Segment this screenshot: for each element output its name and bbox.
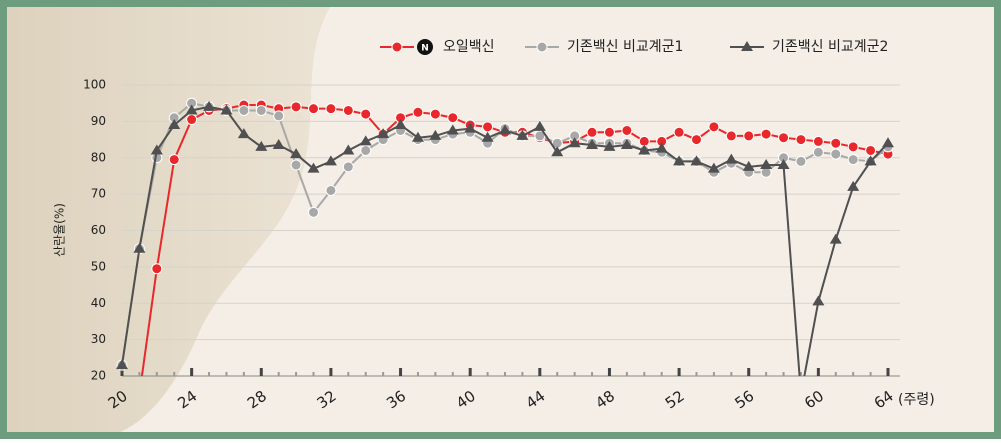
point <box>326 185 336 195</box>
point <box>796 135 806 145</box>
point <box>622 125 632 135</box>
y-tick-label: 40 <box>91 296 106 310</box>
y-tick-label: 100 <box>83 78 106 92</box>
point <box>587 127 597 137</box>
y-tick-label: 20 <box>91 369 106 383</box>
y-tick-label: 90 <box>91 114 106 128</box>
point <box>169 155 179 165</box>
point <box>831 138 841 148</box>
point <box>256 105 266 115</box>
point <box>744 131 754 141</box>
legend-label: 기존백신 비교계군1 <box>567 39 683 55</box>
point <box>709 122 719 132</box>
point <box>483 122 493 132</box>
y-tick-label: 80 <box>91 150 106 164</box>
legend-label: 기존백신 비교계군2 <box>772 39 888 55</box>
point <box>239 105 249 115</box>
point <box>848 155 858 165</box>
y-tick-label: 60 <box>91 223 106 237</box>
point <box>152 264 162 274</box>
point <box>866 145 876 155</box>
point <box>309 207 319 217</box>
point <box>813 147 823 157</box>
point <box>309 104 319 114</box>
y-tick-label: 70 <box>91 187 106 201</box>
point <box>291 102 301 112</box>
point <box>343 162 353 172</box>
point <box>761 129 771 139</box>
point <box>448 113 458 123</box>
point <box>813 136 823 146</box>
point <box>674 127 684 137</box>
point <box>848 142 858 152</box>
legend-label: 오일백신 <box>443 39 495 55</box>
chart: 산란율(%) (주령) N 오일백신 기존백신 비교계군1 기존백신 비교계군2 2… <box>0 0 1001 439</box>
legend-marker <box>537 42 547 52</box>
point <box>796 156 806 166</box>
point <box>326 104 336 114</box>
x-axis-label: (주령) <box>898 392 935 408</box>
point <box>361 145 371 155</box>
y-axis-label: 산란율(%) <box>53 203 67 257</box>
y-tick-label: 50 <box>91 259 106 273</box>
point <box>291 160 301 170</box>
brand-icon-text: N <box>421 44 429 54</box>
point <box>187 115 197 125</box>
point <box>274 111 284 121</box>
point <box>430 109 440 119</box>
legend-marker <box>392 42 402 52</box>
point <box>343 105 353 115</box>
point <box>361 109 371 119</box>
point <box>831 149 841 159</box>
point <box>413 107 423 117</box>
y-tick-label: 30 <box>91 332 106 346</box>
point <box>604 127 614 137</box>
point <box>692 135 702 145</box>
legend: N 오일백신 기존백신 비교계군1 기존백신 비교계군2 <box>380 39 888 55</box>
point <box>779 133 789 143</box>
point <box>726 131 736 141</box>
